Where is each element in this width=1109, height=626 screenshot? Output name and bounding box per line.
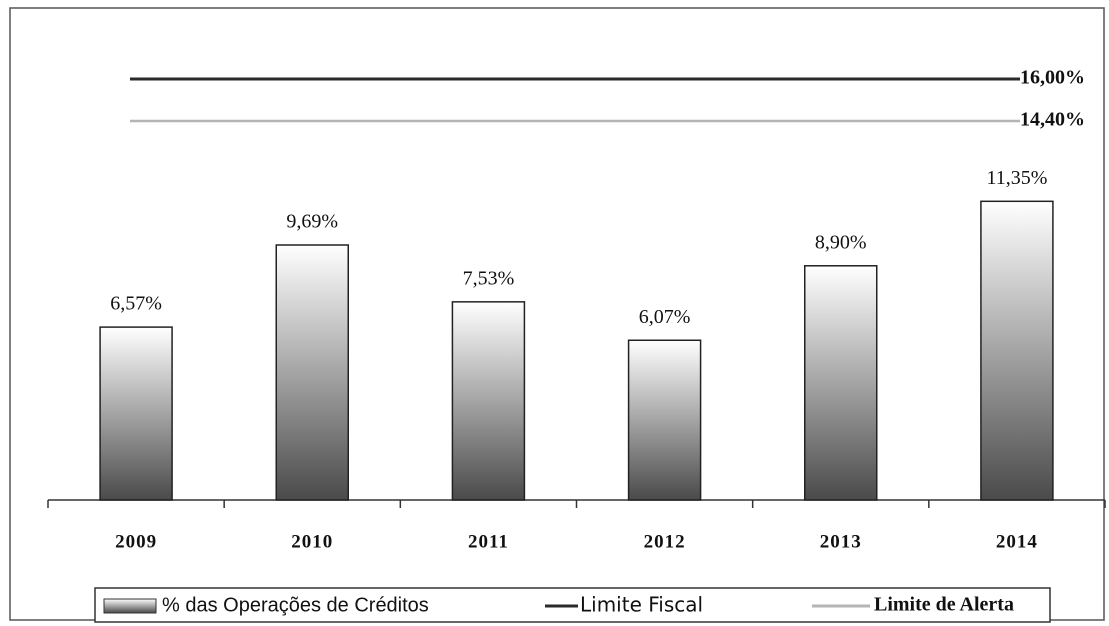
x-tick-label: 2009 <box>115 531 157 552</box>
legend-label: % das Operações de Créditos <box>162 594 429 616</box>
x-tick-label: 2011 <box>468 531 509 552</box>
x-tick-label: 2012 <box>644 531 686 552</box>
legend-label: Limite Fiscal <box>580 593 703 617</box>
bar <box>275 244 349 501</box>
value-label: 9,69% <box>286 211 338 233</box>
value-label: 6,07% <box>639 306 691 328</box>
value-label: 7,53% <box>463 267 515 289</box>
value-label: 8,90% <box>815 231 867 253</box>
value-label: 11,35% <box>986 167 1047 189</box>
legend-label: Limite de Alerta <box>874 594 1014 616</box>
bar <box>451 301 526 501</box>
legend-swatch <box>103 598 157 614</box>
bar <box>99 326 173 501</box>
bar <box>804 265 878 501</box>
reference-label: 14,40% <box>1020 109 1085 131</box>
x-tick-label: 2014 <box>996 531 1038 552</box>
frame <box>9 7 1105 621</box>
bar <box>627 339 702 501</box>
bar <box>980 200 1054 501</box>
x-tick-label: 2013 <box>820 531 862 552</box>
reference-label: 16,00% <box>1020 67 1085 89</box>
value-label: 6,57% <box>110 293 162 315</box>
x-tick-label: 2010 <box>291 531 333 552</box>
